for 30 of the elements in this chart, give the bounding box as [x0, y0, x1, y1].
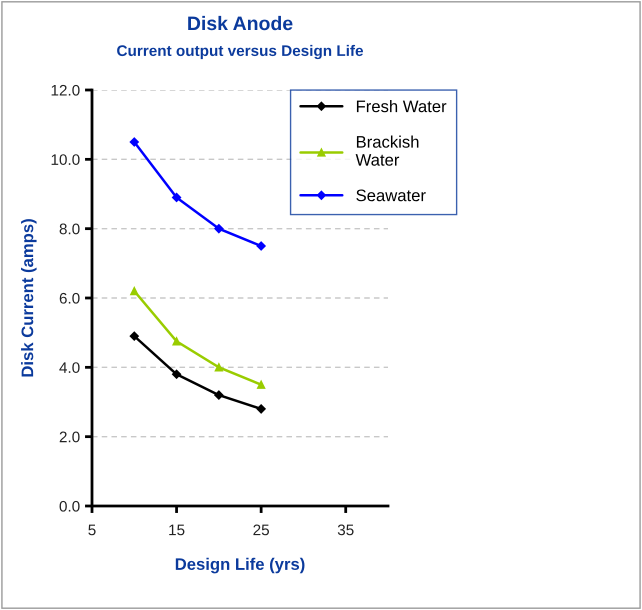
legend-label: Seawater: [356, 189, 426, 202]
legend-label: Brackish Water: [356, 136, 418, 166]
chart-subtitle: Current output versus Design Life: [117, 44, 363, 60]
point: [130, 137, 139, 147]
point: [256, 241, 266, 251]
y-tick-label: 6.0: [60, 292, 80, 304]
y-tick-label: 10.0: [52, 154, 80, 166]
legend-label: Fresh Water: [356, 100, 446, 112]
x-tick-label: 15: [169, 524, 184, 536]
point: [130, 332, 139, 341]
point: [214, 363, 224, 372]
y-axis-title: Disk Current (amps): [21, 219, 37, 377]
x-tick-label: 5: [88, 524, 96, 536]
y-tick-label: 8.0: [60, 224, 80, 234]
y-tick-label: 0.0: [60, 500, 80, 512]
point: [130, 286, 138, 296]
point: [172, 370, 182, 379]
x-tick-label: 25: [253, 524, 269, 536]
point: [256, 380, 266, 389]
point: [172, 192, 182, 202]
x-axis-title: Design Life (yrs): [176, 558, 304, 574]
point: [214, 224, 224, 234]
y-tick-label: 4.0: [59, 362, 80, 374]
y-tick-label: 2.0: [60, 432, 80, 442]
y-tick-label: 12.0: [52, 84, 80, 96]
point: [256, 404, 266, 414]
chart-title: Disk Anode: [188, 16, 292, 30]
x-tick-label: 35: [338, 524, 354, 536]
point: [214, 390, 224, 400]
point: [172, 337, 181, 346]
